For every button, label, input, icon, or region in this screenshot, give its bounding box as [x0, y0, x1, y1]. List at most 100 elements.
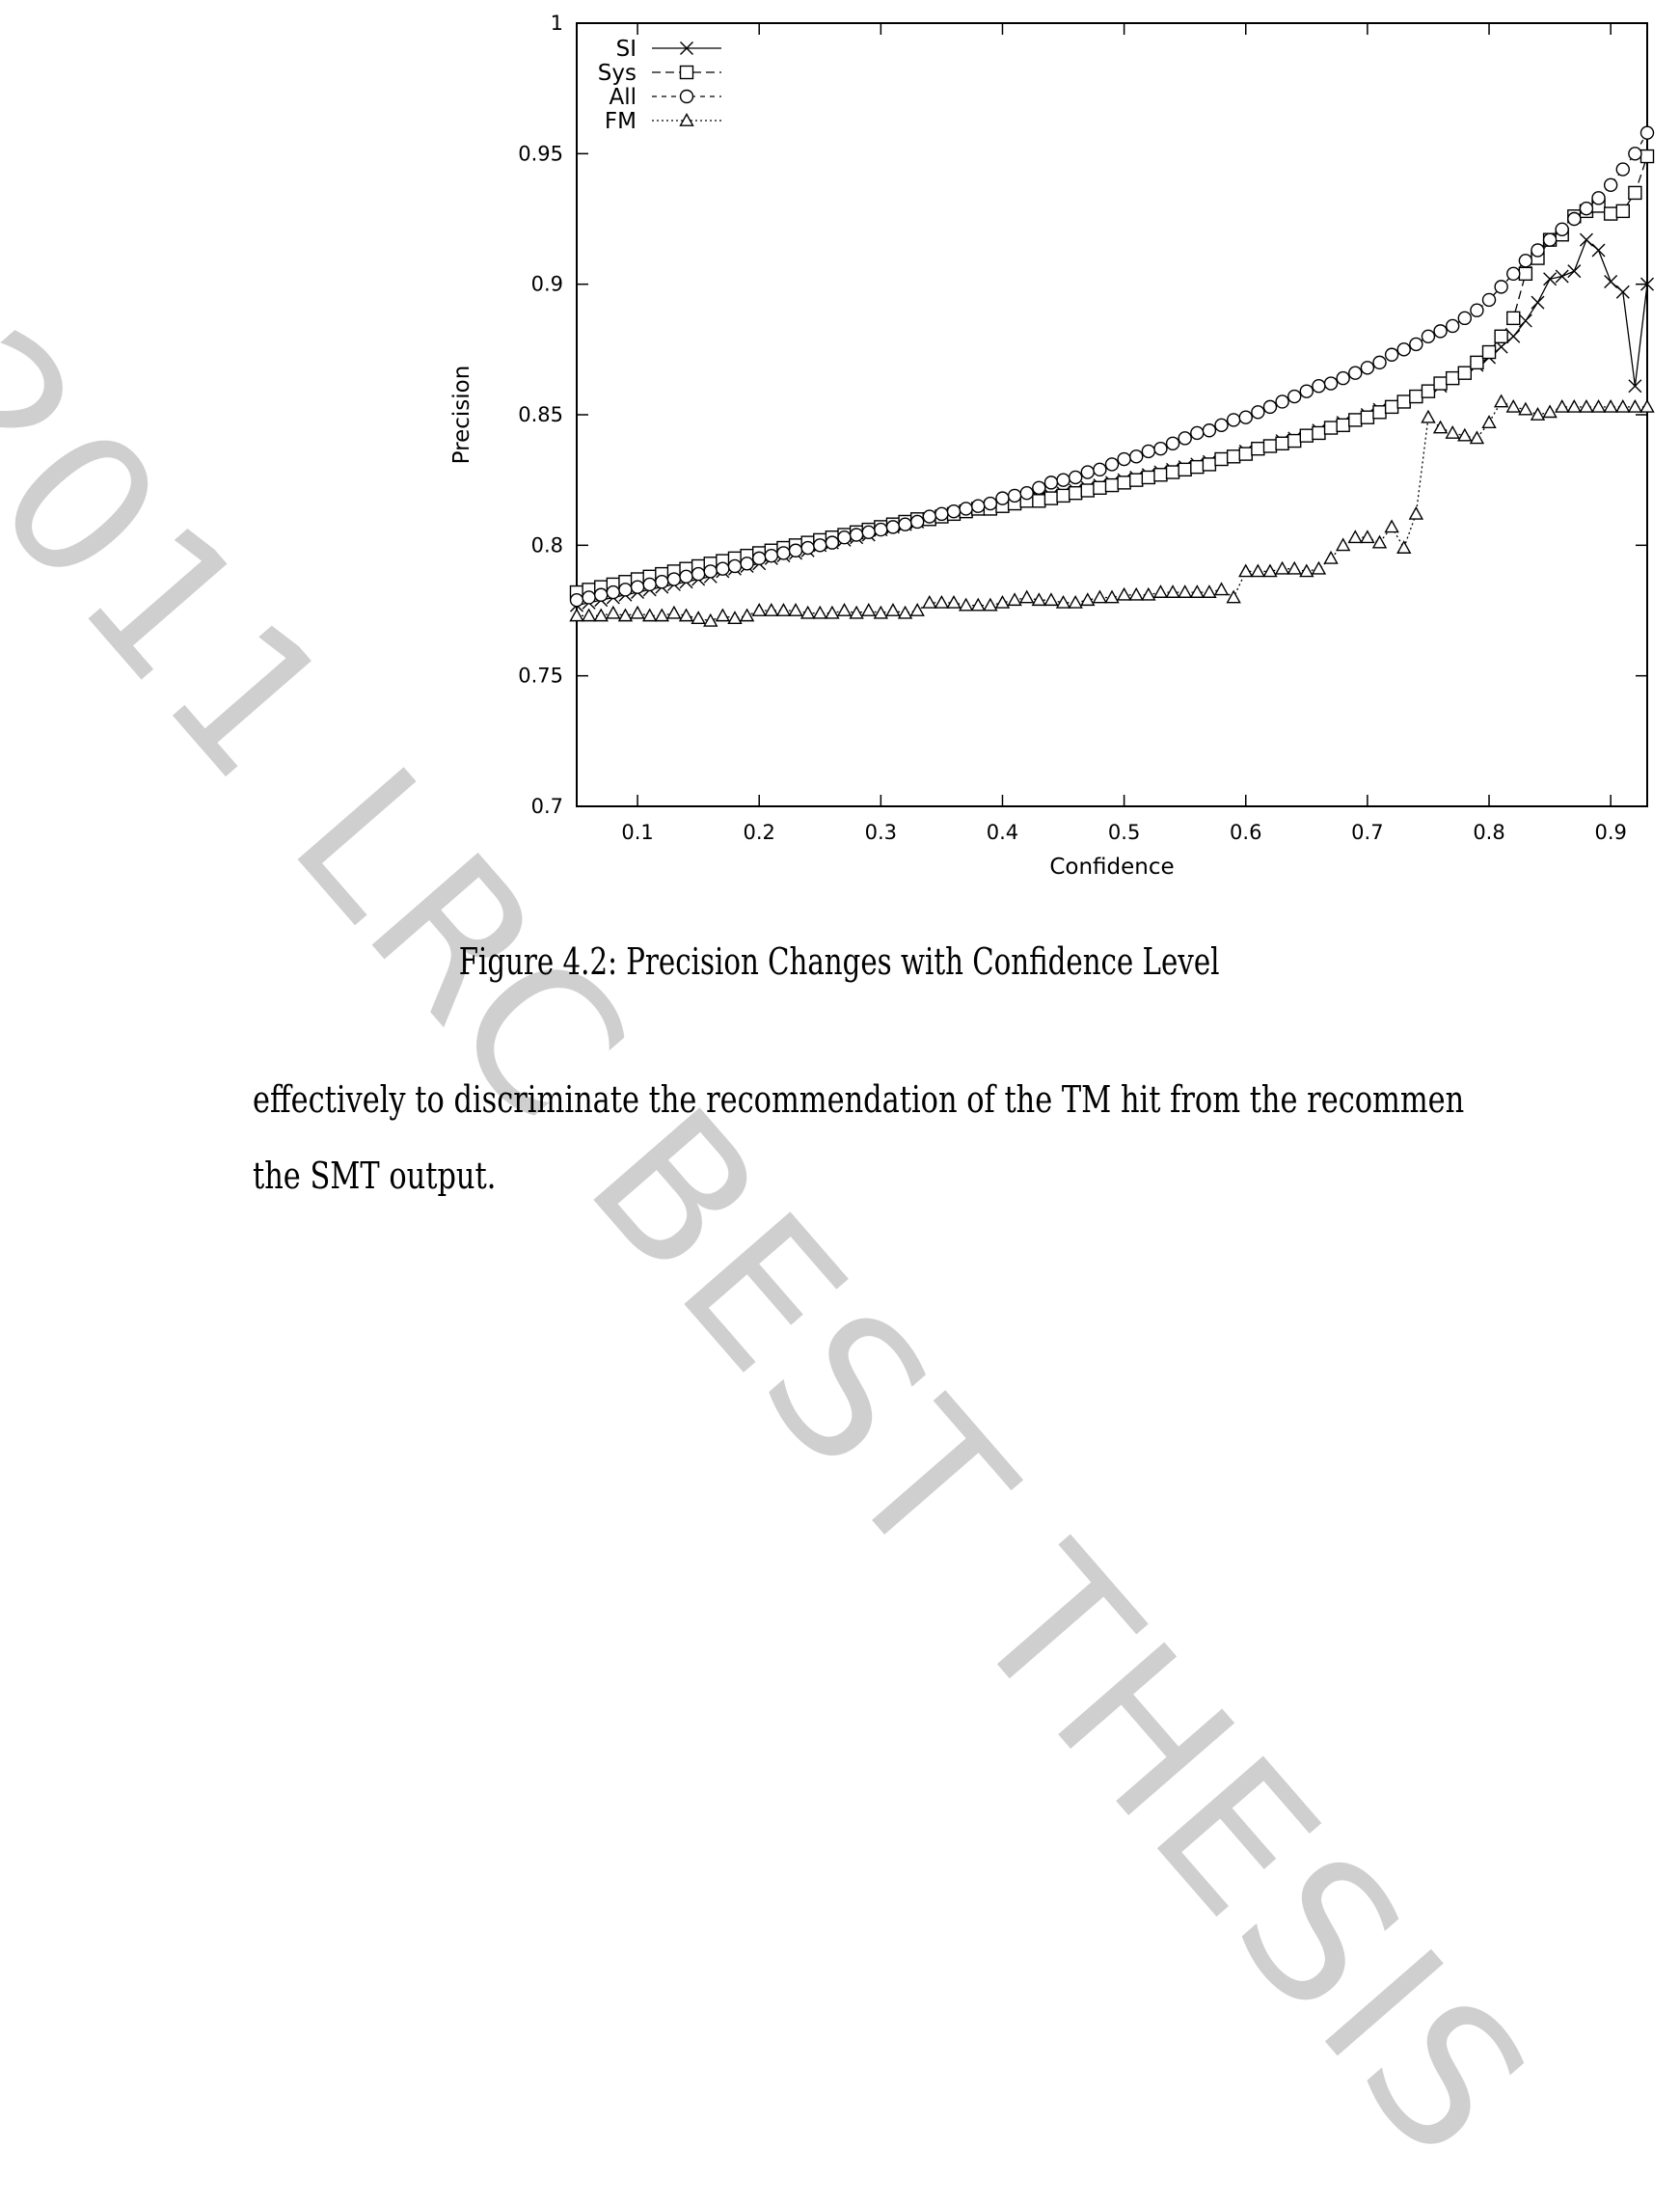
data-point-fm — [1445, 425, 1460, 439]
data-point-all — [1129, 449, 1144, 464]
data-point-fm — [1189, 584, 1205, 598]
data-point-fm — [1165, 584, 1180, 598]
data-point-sys — [1056, 488, 1070, 503]
data-point-fm — [873, 605, 889, 619]
data-point-fm — [1505, 398, 1521, 413]
data-point-fm — [1019, 589, 1035, 604]
data-point-sys — [1141, 470, 1156, 485]
data-point-si — [1604, 274, 1618, 288]
y-tick-label: 0.7 — [531, 795, 563, 818]
data-point-all — [764, 548, 779, 563]
data-point-sys — [1360, 410, 1375, 424]
data-point-all — [703, 564, 718, 579]
data-point-fm — [970, 597, 986, 612]
data-point-all — [1603, 177, 1618, 193]
data-point-fm — [1202, 584, 1217, 598]
data-point-all — [1056, 473, 1070, 487]
data-point-sys — [1202, 457, 1217, 472]
data-point-all — [1202, 423, 1217, 438]
data-point-fm — [1432, 420, 1449, 434]
data-point-all — [1214, 418, 1229, 433]
data-point-all — [995, 491, 1010, 505]
legend-label-si: SI — [616, 37, 637, 62]
data-point-fm — [569, 608, 584, 622]
data-point-all — [1165, 436, 1180, 450]
legend-marker-si — [680, 41, 693, 55]
data-point-sys — [1165, 465, 1180, 479]
data-point-fm — [1469, 430, 1485, 445]
precision-chart: 0.1 0.2 0.3 0.4 0.5 0.6 0.7 0.8 0.9 0.7 0.75 0.8 0.8… — [449, 12, 1655, 880]
data-point-all — [666, 572, 682, 586]
data-point-fm — [1408, 505, 1424, 520]
data-point-sys — [1518, 266, 1533, 282]
data-point-all — [1007, 488, 1022, 503]
x-tick-label: 0.9 — [1594, 821, 1626, 844]
data-point-all — [582, 590, 596, 605]
data-point-all — [1226, 413, 1241, 427]
data-point-all — [1433, 324, 1448, 339]
data-point-fm — [703, 612, 718, 627]
data-point-fm — [1238, 563, 1254, 578]
data-point-sys — [1628, 185, 1642, 201]
data-point-fm — [983, 597, 998, 612]
data-point-fm — [1347, 530, 1363, 544]
data-point-fm — [849, 605, 864, 619]
data-point-fm — [1590, 398, 1607, 413]
data-point-all — [1470, 303, 1484, 317]
data-point-fm — [691, 611, 706, 625]
data-point-sys — [1299, 428, 1314, 443]
data-point-sys — [1384, 399, 1399, 415]
data-point-fm — [751, 603, 767, 616]
y-tick-label: 0.95 — [518, 142, 563, 165]
data-point-all — [716, 561, 730, 576]
data-point-all — [1262, 399, 1278, 415]
data-point-si — [1531, 295, 1545, 310]
data-point-sys — [1336, 418, 1350, 433]
data-point-fm — [946, 594, 962, 609]
data-point-sys — [1639, 149, 1655, 164]
data-point-all — [1093, 462, 1107, 477]
data-point-sys — [1190, 459, 1205, 475]
data-point-fm — [1007, 592, 1022, 607]
data-point-fm — [630, 605, 645, 619]
data-point-fm — [1335, 537, 1351, 552]
data-point-all — [788, 543, 803, 557]
data-point-all — [1628, 147, 1642, 161]
series-layer — [569, 125, 1655, 627]
data-point-all — [594, 587, 609, 602]
data-point-all — [1238, 410, 1253, 424]
data-point-all — [1409, 337, 1423, 352]
data-point-si — [1567, 264, 1582, 279]
data-point-sys — [1421, 384, 1436, 398]
data-point-fm — [581, 608, 597, 622]
data-point-fm — [739, 608, 755, 622]
data-point-sys — [1068, 486, 1083, 501]
body-text-line: the SMT output. — [253, 1155, 497, 1197]
data-point-sys — [1093, 480, 1107, 495]
data-point-fm — [654, 608, 669, 622]
data-point-sys — [1262, 439, 1278, 453]
data-point-all — [1542, 232, 1558, 247]
data-point-all — [1457, 311, 1472, 326]
data-point-fm — [1493, 394, 1509, 408]
data-point-fm — [1055, 594, 1071, 609]
data-point-sys — [1409, 389, 1423, 404]
data-point-fm — [641, 608, 658, 622]
x-tick-label: 0.5 — [1108, 821, 1140, 844]
data-point-fm — [1360, 530, 1375, 544]
data-point-fm — [1323, 550, 1339, 564]
data-point-all — [1421, 329, 1436, 343]
data-point-all — [1591, 191, 1606, 205]
data-point-all — [1287, 389, 1302, 404]
data-point-sys — [1372, 405, 1387, 420]
data-point-fm — [1384, 519, 1399, 533]
data-point-all — [1639, 125, 1655, 140]
data-point-all — [1579, 201, 1594, 216]
data-point-all — [1360, 361, 1375, 375]
data-point-all — [1275, 394, 1289, 409]
data-point-all — [630, 580, 645, 594]
data-point-all — [935, 506, 949, 522]
data-point-sys — [1178, 462, 1192, 477]
data-point-all — [1518, 254, 1533, 268]
data-point-sys — [1287, 433, 1302, 449]
